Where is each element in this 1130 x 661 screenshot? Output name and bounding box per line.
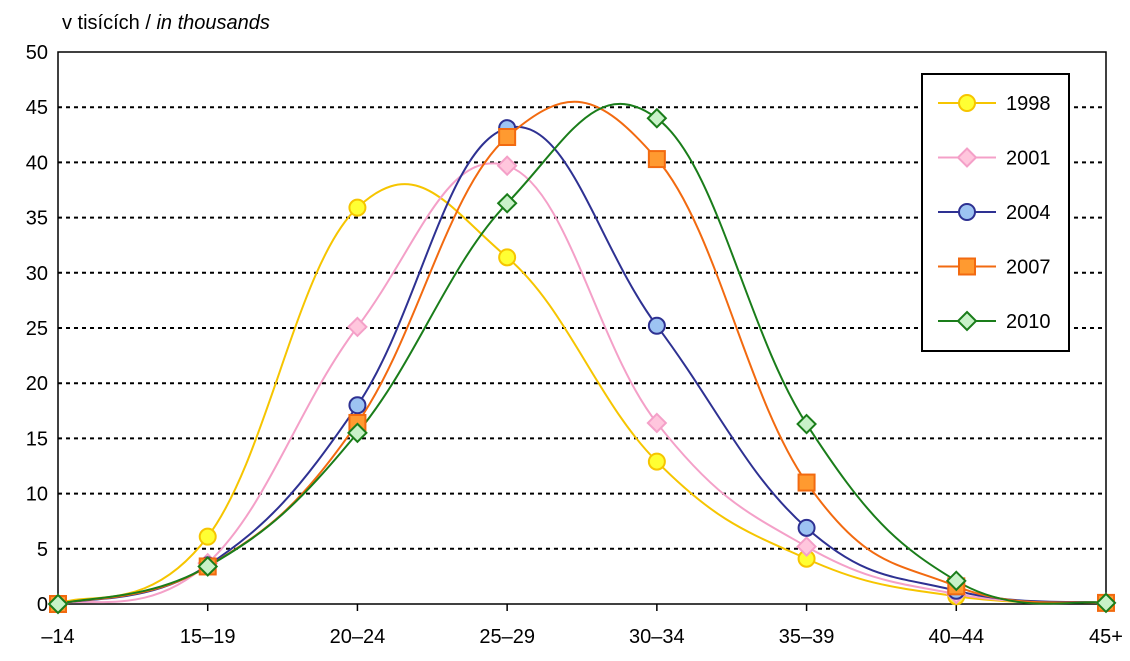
point-2004-5 (797, 518, 816, 537)
legend-marker-2010 (956, 310, 978, 332)
x-tick-label-6: 40–44 (928, 626, 984, 648)
legend-label-1998: 1998 (1006, 93, 1051, 115)
point-1998-1 (198, 527, 217, 546)
y-tick-label-0: 0 (37, 594, 48, 616)
y-axis-tick-labels: 0 5 10 15 20 25 30 35 40 45 50 (26, 42, 48, 616)
unit-label-en: in thousands (156, 12, 270, 34)
legend-marker-2007 (958, 257, 976, 276)
point-2007-5 (797, 473, 816, 492)
point-1998-2 (348, 198, 367, 217)
legend-label-2007: 2007 (1006, 257, 1051, 279)
x-axis-tick-marks (57, 604, 1107, 611)
y-tick-label-45: 45 (26, 97, 48, 119)
legend-marker-2004 (958, 203, 976, 221)
y-tick-label-5: 5 (37, 539, 48, 561)
point-2010-2 (347, 422, 368, 444)
x-tick-label-0: –14 (41, 626, 74, 648)
point-2010-1 (197, 556, 219, 577)
legend-marker-1998 (958, 94, 976, 112)
point-2001-3 (496, 155, 518, 177)
point-2001-2 (347, 316, 368, 338)
x-tick-label-1: 15–19 (180, 626, 236, 648)
series-line-2010 (57, 103, 1107, 605)
y-tick-label-15: 15 (26, 428, 48, 450)
y-tick-label-35: 35 (26, 208, 48, 230)
y-tick-label-25: 25 (26, 318, 48, 340)
y-tick-label-10: 10 (26, 484, 48, 506)
y-tick-label-50: 50 (26, 42, 48, 64)
unit-label: v tisících / in thousands (62, 12, 270, 35)
legend-label-2010: 2010 (1006, 311, 1051, 333)
point-2007-3 (498, 128, 517, 147)
x-axis-tick-labels: –14 15–19 20–24 25–29 30–34 35–39 40–44 45+ (41, 626, 1123, 648)
unit-label-cz: v tisících / (62, 12, 151, 34)
point-2004-4 (647, 316, 666, 335)
x-tick-label-4: 30–34 (629, 626, 685, 648)
point-2010-0 (47, 593, 69, 615)
point-1998-3 (498, 248, 517, 267)
point-2001-5 (796, 536, 817, 558)
point-2010-4 (646, 107, 668, 129)
x-tick-label-3: 25–29 (479, 626, 535, 648)
legend-label-2004: 2004 (1006, 202, 1051, 224)
series-line-2001 (57, 162, 1107, 605)
point-1998-4 (647, 452, 666, 471)
y-tick-label-40: 40 (26, 152, 48, 174)
point-2001-4 (646, 412, 668, 434)
point-2007-4 (647, 150, 666, 169)
point-2010-5 (796, 413, 817, 435)
y-tick-label-20: 20 (26, 373, 48, 395)
legend: 1998 2001 2004 2007 2010 (921, 73, 1070, 352)
series-markers (47, 107, 1117, 615)
legend-marker-2001 (956, 147, 978, 168)
y-tick-label-30: 30 (26, 263, 48, 285)
series-lines (57, 100, 1107, 605)
x-tick-label-2: 20–24 (330, 626, 386, 648)
x-tick-label-7: 45+ (1089, 626, 1123, 648)
legend-label-2001: 2001 (1006, 148, 1051, 170)
series-line-2004 (57, 125, 1107, 605)
point-2010-3 (496, 192, 518, 214)
plot-area-frame (57, 51, 1107, 605)
series-line-1998 (57, 183, 1107, 605)
point-2004-2 (348, 396, 367, 415)
point-2010-6 (945, 570, 967, 592)
point-2010-7 (1095, 592, 1117, 614)
x-tick-label-5: 35–39 (779, 626, 835, 648)
